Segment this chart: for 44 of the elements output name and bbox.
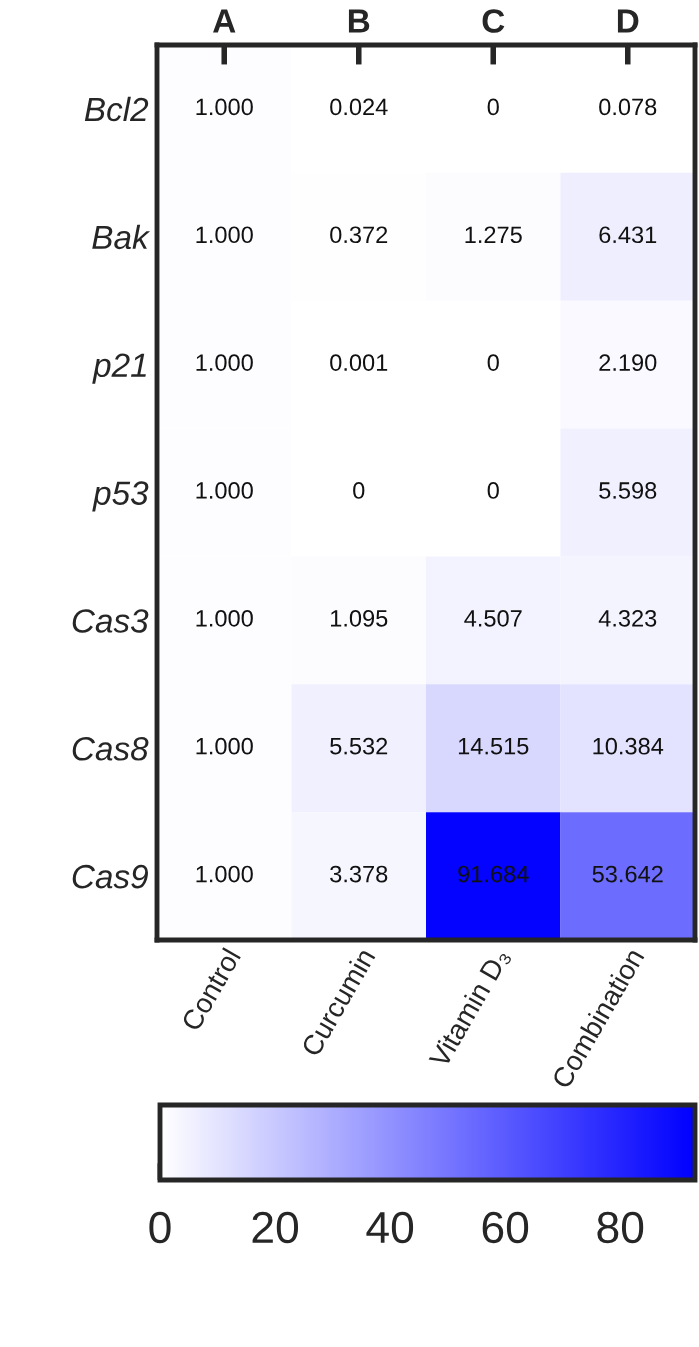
y-tick-label: Bcl2 (84, 96, 149, 122)
color-bar-label: 80 (597, 1211, 644, 1244)
text: D (617, 9, 639, 33)
data-label: 1.275 (465, 226, 522, 244)
data-label: 0.001 (330, 354, 388, 371)
data-label: 0 (487, 482, 499, 499)
data-label: 1.000 (196, 865, 253, 883)
data-label: 0.372 (330, 226, 388, 244)
data-label: 4.323 (598, 609, 657, 627)
data-label: 1.000 (196, 737, 253, 755)
data-label: 0 (353, 482, 365, 499)
data-label: 1.000 (196, 354, 253, 371)
data-label: 6.431 (599, 226, 657, 244)
color-bar-label: 40 (366, 1211, 414, 1244)
data-label: 2.190 (599, 354, 657, 371)
text: A (213, 9, 236, 33)
data-label: 53.642 (592, 865, 663, 883)
y-tick-label: Cas9 (72, 864, 148, 889)
data-label: 4.507 (464, 609, 522, 627)
color-bar-label: 0 (149, 1211, 171, 1244)
y-tick-label: Cas3 (72, 609, 149, 633)
data-label: 91.684 (458, 865, 529, 883)
y-tick-label: p21 (92, 353, 146, 384)
y-tick-label: Bak (92, 224, 151, 250)
data-label: 0 (487, 354, 499, 371)
color-bar-label: 60 (482, 1211, 529, 1244)
data-label: 14.515 (458, 738, 529, 755)
data-label: 1.000 (196, 609, 253, 627)
data-label: 1.095 (331, 609, 388, 627)
data-label: 3.378 (330, 865, 388, 883)
data-label: 1.000 (196, 482, 253, 499)
data-label: 10.384 (593, 737, 664, 755)
data-label: 5.532 (330, 737, 388, 755)
data-label: 0 (487, 98, 499, 116)
data-label: 5.598 (599, 482, 657, 499)
text: B (348, 9, 370, 33)
data-label: 0.078 (599, 98, 657, 116)
data-label: 1.000 (196, 226, 253, 244)
text: C (482, 9, 505, 33)
data-label: 0.024 (330, 98, 388, 116)
data-label: 1.000 (196, 98, 253, 116)
y-tick-label: p53 (92, 481, 149, 512)
y-tick-label: Cas8 (72, 737, 149, 761)
color-bar-label: 20 (252, 1211, 299, 1244)
